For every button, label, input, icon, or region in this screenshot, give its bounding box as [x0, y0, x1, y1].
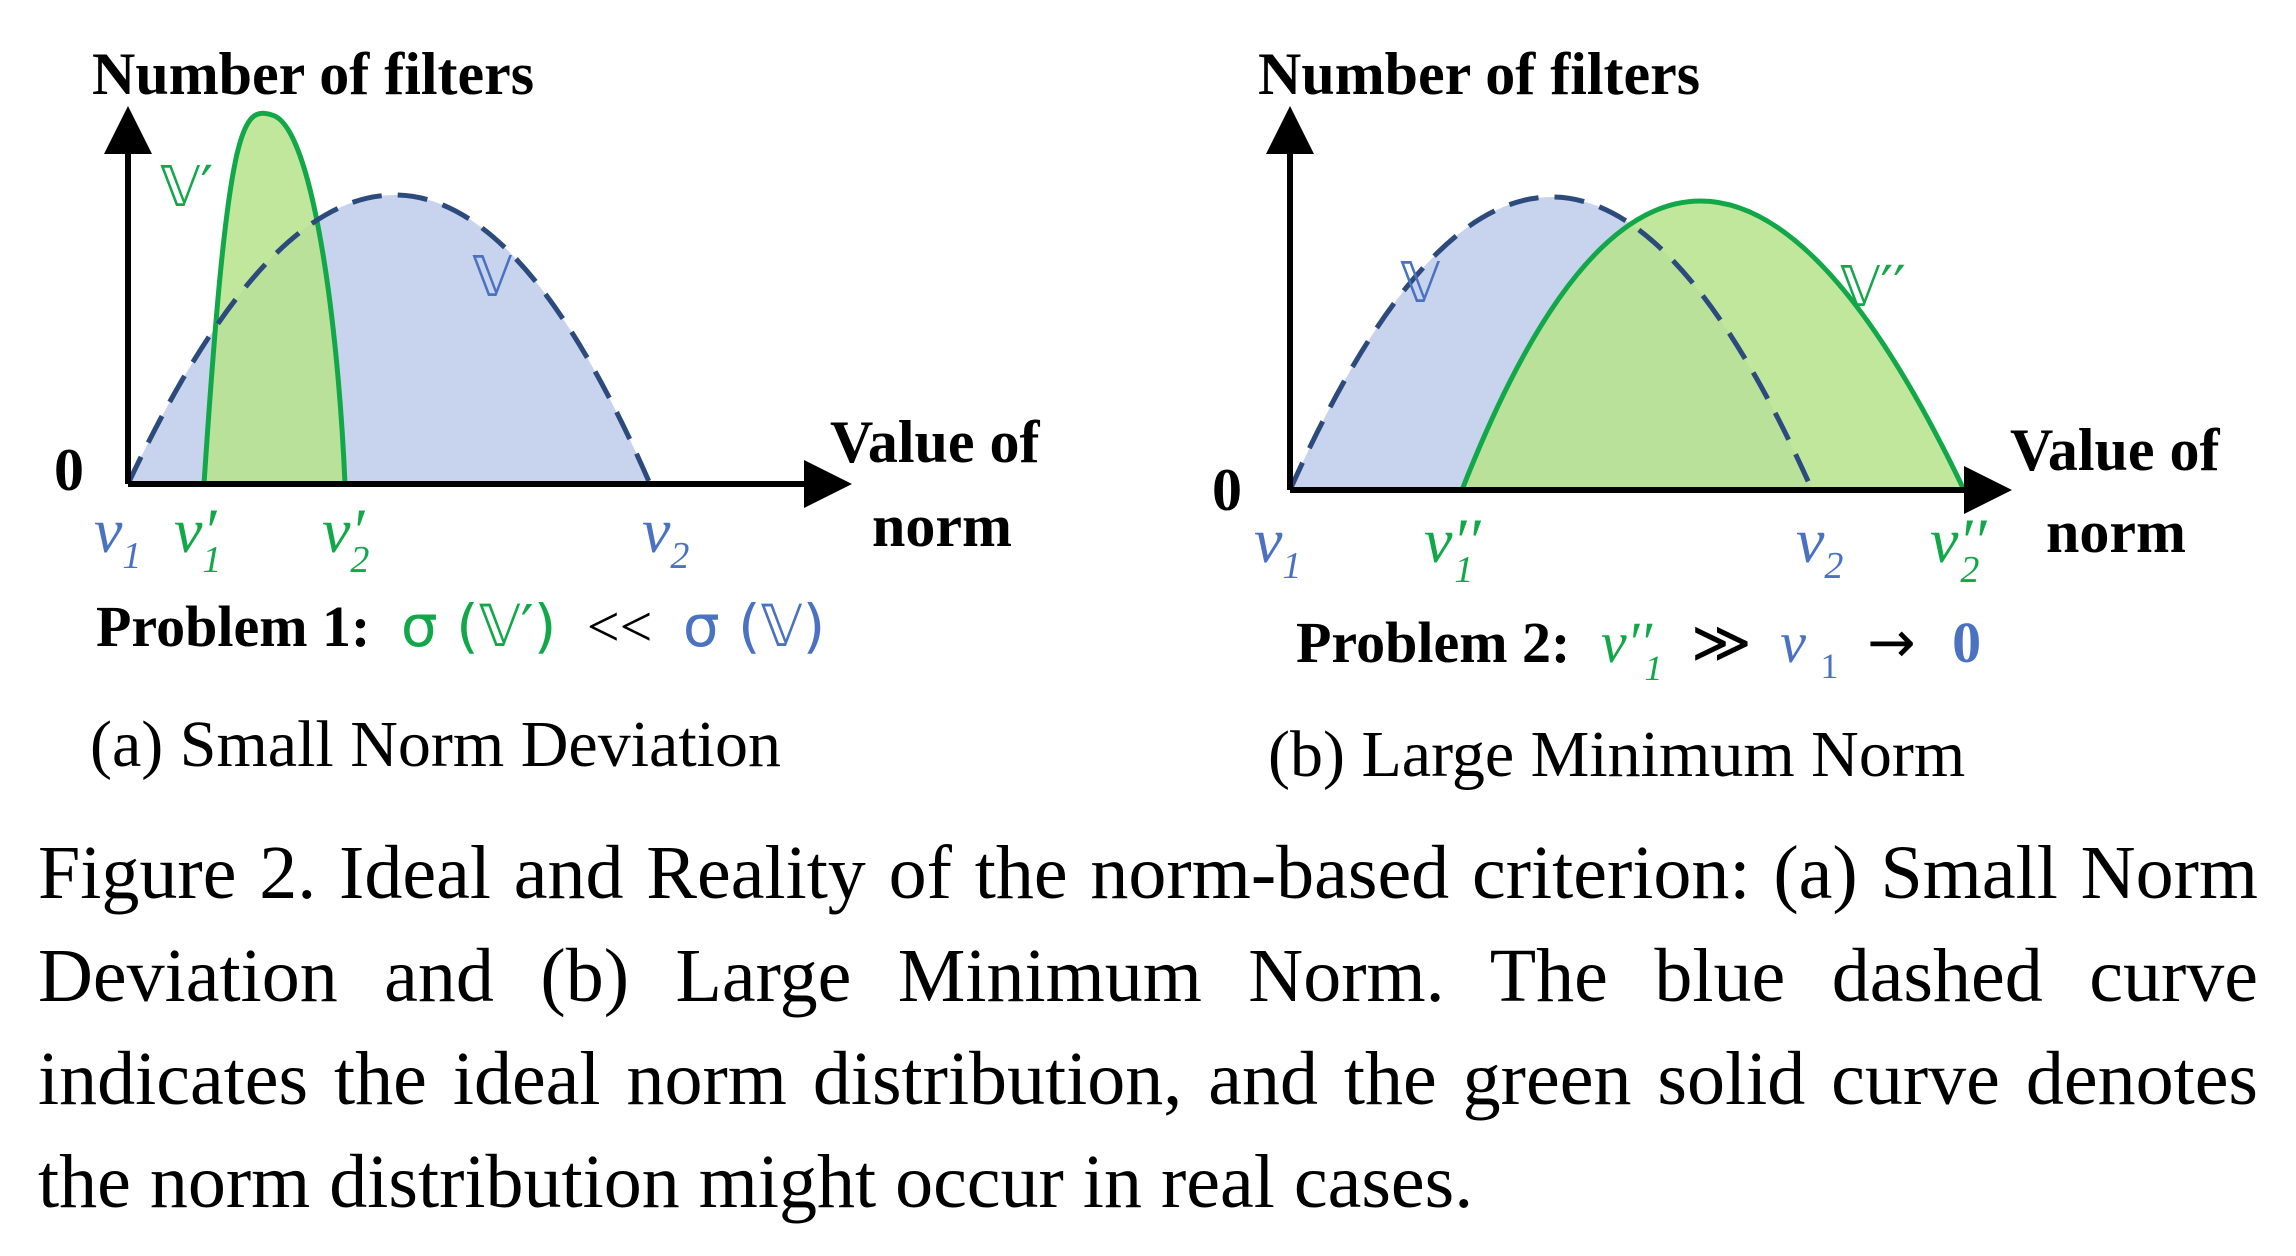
ideal-set-label-a: 𝕍	[472, 245, 512, 310]
origin-label-a: 0	[54, 437, 84, 503]
tick-v1-a: v1	[94, 495, 141, 577]
tick-v1-b: v1	[1254, 505, 1301, 587]
tick-v2-double-prime-b: v′′2	[1930, 505, 1987, 591]
ideal-distribution-dashed-a	[125, 192, 653, 486]
problem-1-statement: Problem 1: σ (𝕍′) << σ (𝕍)	[96, 592, 825, 660]
x-axis-label-a-line1: Value of	[830, 409, 1040, 475]
subcaption-a: (a) Small Norm Deviation	[90, 708, 781, 781]
ideal-set-label-b: 𝕍	[1400, 251, 1440, 316]
y-axis-label-a: Number of filters	[92, 41, 534, 107]
panel-b: Number of filters Value of norm 0 𝕍 𝕍′′ …	[1212, 41, 2220, 791]
tick-v2-b: v2	[1796, 505, 1843, 587]
tick-v1-double-prime-b: v′′1	[1424, 505, 1481, 591]
real-set-label-a: 𝕍′	[160, 155, 213, 220]
real-distribution-curve-b	[1458, 198, 1968, 493]
figure-caption: Figure 2. Ideal and Reality of the norm-…	[38, 831, 2258, 1224]
ideal-distribution-dashed-b	[1287, 194, 1815, 492]
y-axis-label-b: Number of filters	[1258, 41, 1700, 107]
tick-v1-prime-a: v′1	[174, 495, 221, 581]
tick-v2-prime-a: v′2	[322, 495, 369, 581]
x-axis-label-b-line2: norm	[2046, 499, 2186, 565]
real-distribution-curve-a	[201, 110, 348, 487]
problem-2-statement: Problem 2: v′′ 1 ≫ v 1 → 0	[1296, 608, 1981, 693]
x-axis-label-a-line2: norm	[872, 493, 1012, 559]
figure-diagram: Number of filters Value of norm 0 𝕍′ 𝕍 v…	[54, 41, 2220, 791]
tick-v2-a: v2	[642, 495, 689, 577]
real-set-label-b: 𝕍′′	[1840, 255, 1906, 320]
panel-a: Number of filters Value of norm 0 𝕍′ 𝕍 v…	[54, 41, 1040, 781]
origin-label-b: 0	[1212, 457, 1242, 523]
x-axis-label-b-line1: Value of	[2010, 417, 2220, 483]
subcaption-b: (b) Large Minimum Norm	[1268, 718, 1965, 791]
